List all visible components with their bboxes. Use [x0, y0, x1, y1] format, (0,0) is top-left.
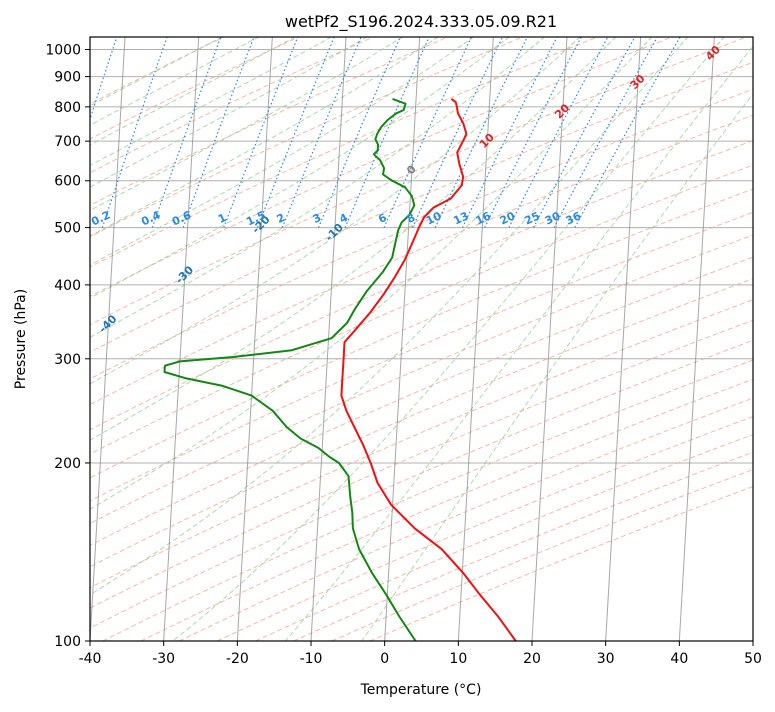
y-tick-label: 1000: [45, 43, 81, 59]
x-tick-label: -40: [79, 651, 102, 667]
x-tick-label: 30: [597, 651, 615, 667]
x-tick-label: -20: [226, 651, 249, 667]
y-tick-label: 200: [54, 456, 81, 472]
x-tick-label: 40: [670, 651, 688, 667]
y-tick-label: 300: [54, 352, 81, 368]
x-tick-label: 0: [380, 651, 389, 667]
x-tick-label: 50: [744, 651, 762, 667]
y-tick-label: 700: [54, 134, 81, 150]
y-tick-label: 600: [54, 174, 81, 190]
y-tick-label: 400: [54, 278, 81, 294]
y-tick-label: 100: [54, 634, 81, 650]
chart-title: wetPf2_S196.2024.333.05.09.R21: [285, 12, 557, 32]
x-tick-label: -30: [152, 651, 175, 667]
x-tick-label: 10: [449, 651, 467, 667]
x-tick-label: 20: [523, 651, 541, 667]
y-tick-label: 800: [54, 100, 81, 116]
y-tick-label: 900: [54, 70, 81, 86]
y-tick-label: 500: [54, 221, 81, 237]
y-axis-label: Pressure (hPa): [13, 289, 29, 389]
x-axis-label: Temperature (°C): [360, 682, 482, 698]
x-tick-label: -10: [300, 651, 323, 667]
